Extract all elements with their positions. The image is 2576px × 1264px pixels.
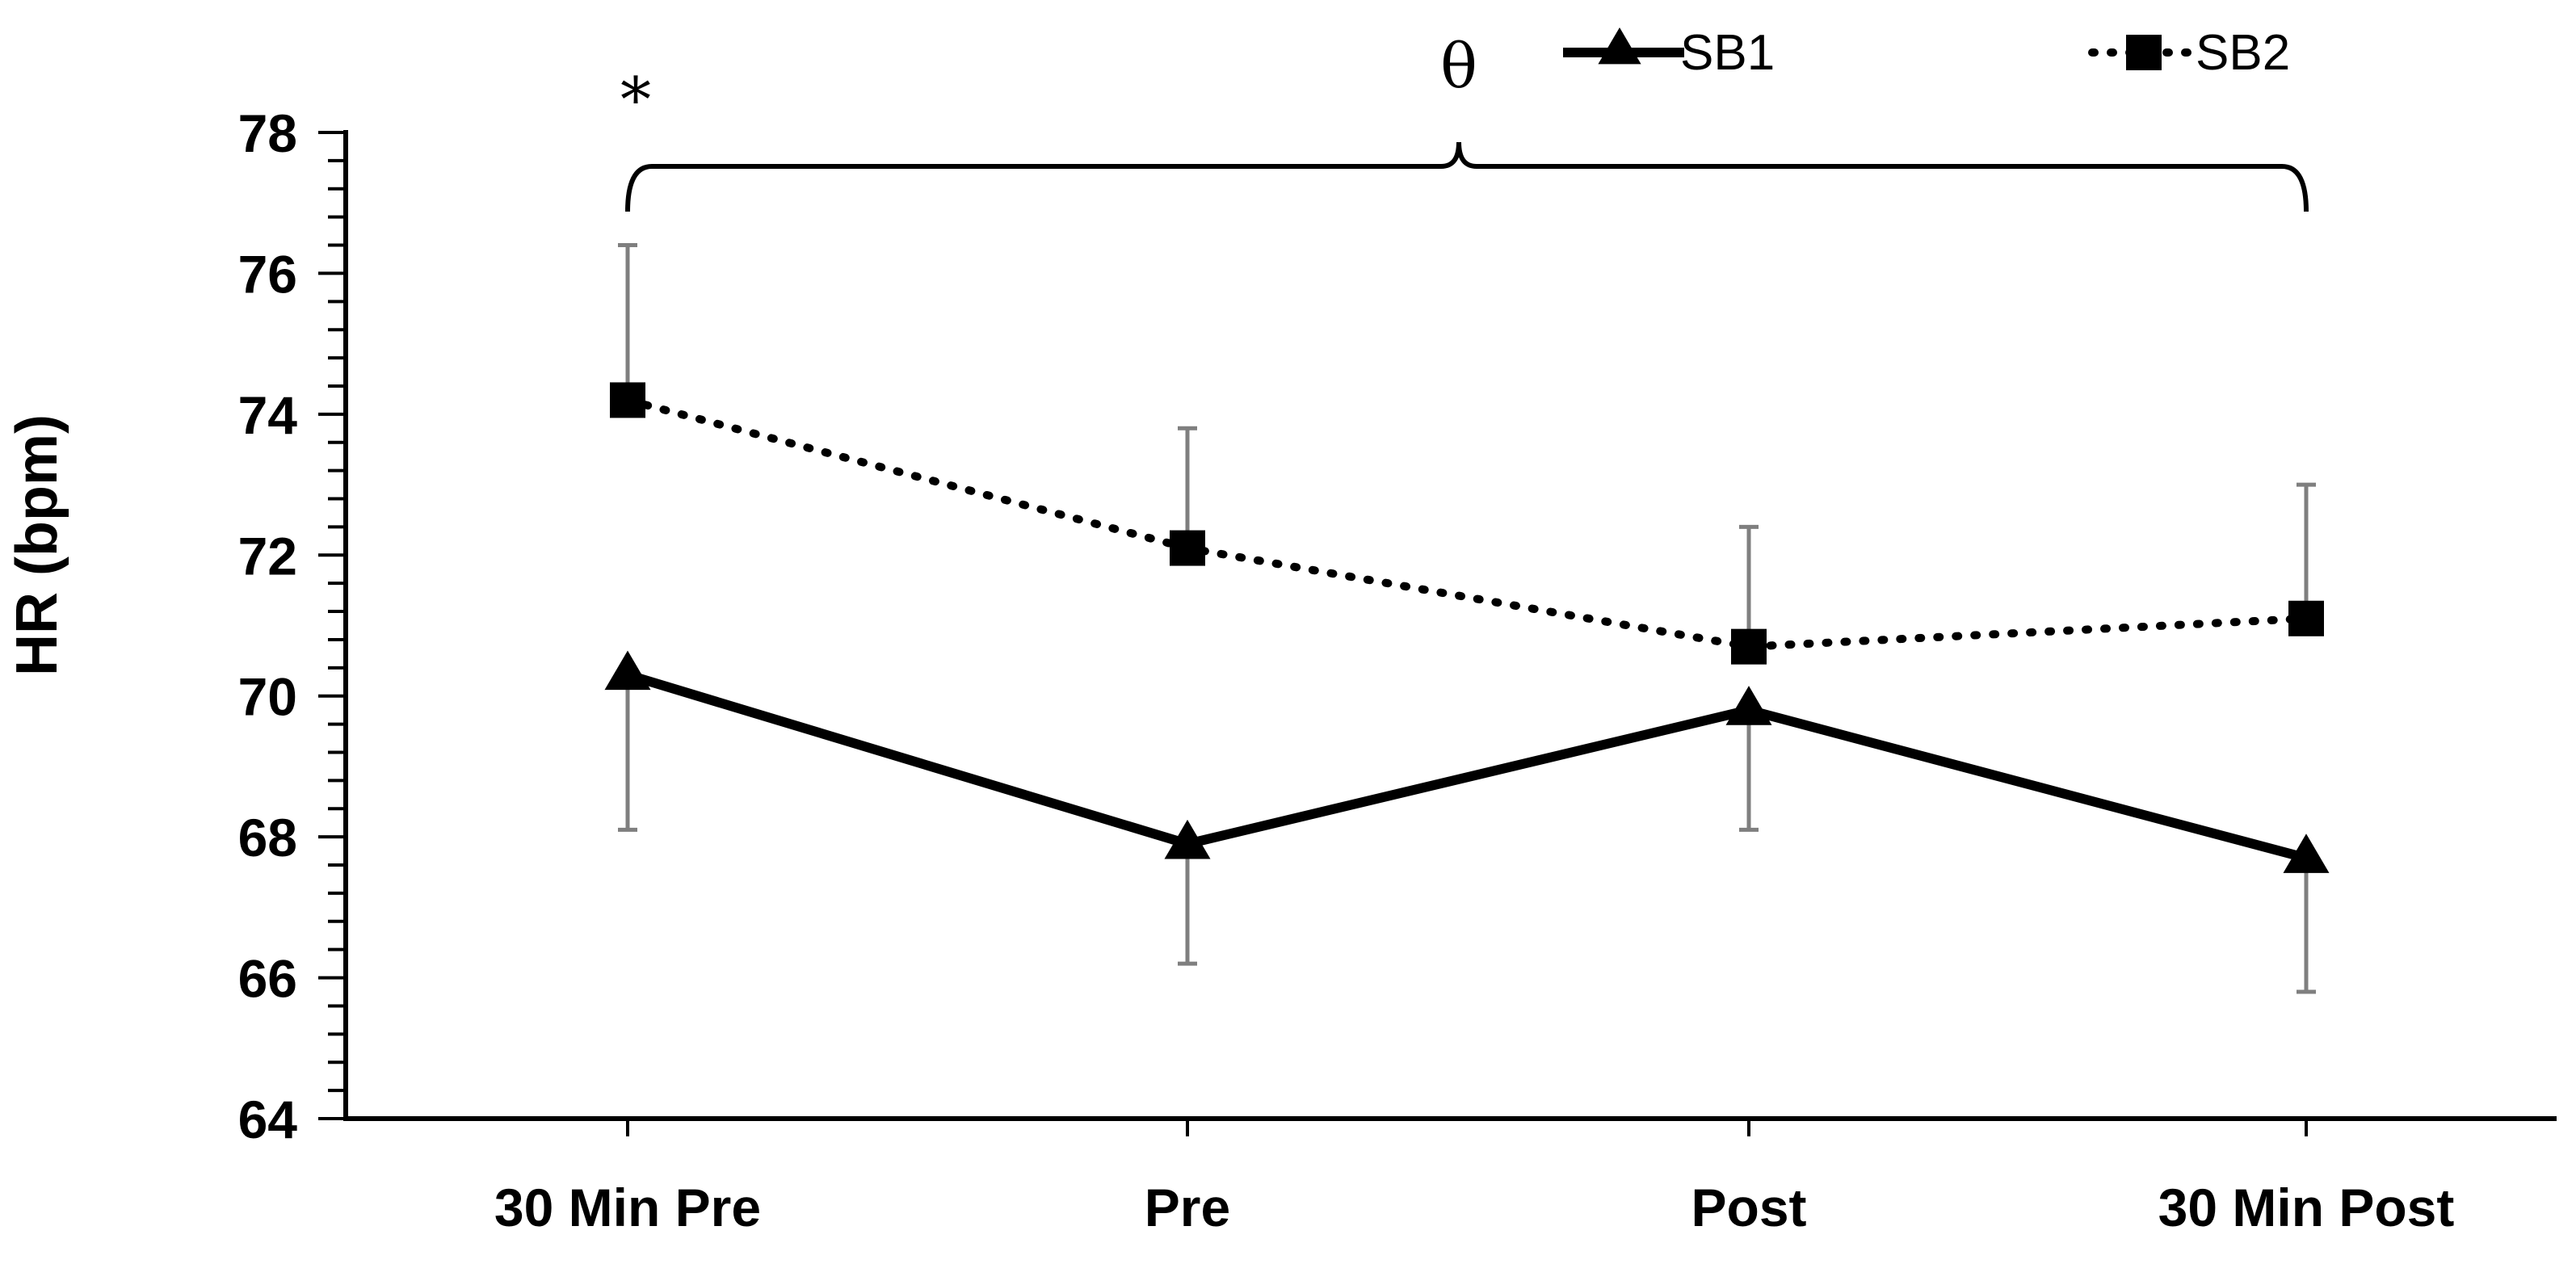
data-point-square <box>2288 600 2324 636</box>
plot-area <box>604 243 2330 994</box>
y-tick-labels: 64 66 68 70 72 74 76 78 <box>238 103 298 1149</box>
significance-brace: * θ <box>620 30 2309 212</box>
y-tick-label: 70 <box>238 667 297 727</box>
brace-path <box>625 141 2309 212</box>
legend-label-sb2: SB2 <box>2196 25 2290 81</box>
y-tick-label: 76 <box>238 244 297 304</box>
legend-marker-triangle <box>1598 27 1641 65</box>
y-tick-label: 72 <box>238 526 297 586</box>
data-point-triangle <box>604 650 651 691</box>
series-sb2 <box>610 382 2324 665</box>
series-line-sb1 <box>626 670 2308 863</box>
legend-item-sb1: SB1 <box>1563 25 1775 81</box>
data-point-triangle <box>1725 686 1772 725</box>
y-tick-label: 66 <box>238 949 297 1009</box>
legend-marker-square <box>2126 35 2162 70</box>
data-point-triangle <box>2283 834 2330 873</box>
y-tick-label: 68 <box>238 808 297 867</box>
y-axis-title: HR (bpm) <box>5 414 69 676</box>
y-axis-ticks <box>318 131 2308 1136</box>
y-tick-label: 78 <box>238 103 297 163</box>
y-tick-label: 74 <box>238 385 298 445</box>
data-point-square <box>1731 628 1767 665</box>
theta-annotation: θ <box>1440 30 1477 102</box>
x-tick-label: Post <box>1691 1178 1806 1237</box>
series-sb1 <box>604 650 2330 873</box>
data-point-square <box>610 382 645 418</box>
x-tick-labels: 30 Min Pre Pre Post 30 Min Post <box>494 1178 2454 1237</box>
asterisk-annotation: * <box>620 64 651 136</box>
x-tick-label: 30 Min Post <box>2158 1178 2455 1237</box>
legend-label-sb1: SB1 <box>1680 25 1775 81</box>
error-bars-sb1 <box>618 674 2316 994</box>
data-point-square <box>1170 530 1205 566</box>
y-tick-label: 64 <box>238 1090 298 1149</box>
series-line-sb2 <box>624 396 2310 651</box>
legend: SB1 SB2 <box>1563 25 2290 81</box>
error-bars-sb2 <box>618 243 2316 647</box>
x-tick-label: Pre <box>1145 1178 1230 1237</box>
data-point-triangle <box>1164 819 1211 859</box>
x-tick-label: 30 Min Pre <box>494 1178 761 1237</box>
legend-item-sb2: SB2 <box>2088 25 2290 81</box>
